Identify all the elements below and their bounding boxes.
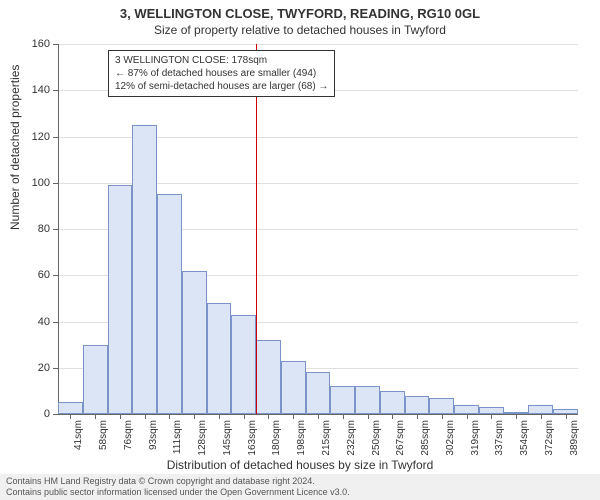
x-tick-mark bbox=[541, 414, 542, 419]
x-tick-mark bbox=[70, 414, 71, 419]
histogram-bar bbox=[355, 386, 380, 414]
histogram-bar bbox=[182, 271, 207, 414]
histogram-bar bbox=[330, 386, 355, 414]
x-tick-mark bbox=[566, 414, 567, 419]
histogram-bar bbox=[132, 125, 157, 414]
property-marker-line bbox=[256, 44, 257, 414]
plot-area: 41sqm58sqm76sqm93sqm111sqm128sqm145sqm16… bbox=[58, 44, 578, 414]
x-tick-mark bbox=[169, 414, 170, 419]
histogram-bar bbox=[58, 402, 83, 414]
histogram-bar bbox=[306, 372, 331, 414]
x-tick-mark bbox=[120, 414, 121, 419]
x-tick-mark bbox=[145, 414, 146, 419]
callout-line: 3 WELLINGTON CLOSE: 178sqm bbox=[115, 54, 328, 67]
x-tick-mark bbox=[219, 414, 220, 419]
x-tick-mark bbox=[392, 414, 393, 419]
x-tick-mark bbox=[491, 414, 492, 419]
histogram-bar bbox=[528, 405, 553, 414]
chart-title: 3, WELLINGTON CLOSE, TWYFORD, READING, R… bbox=[0, 0, 600, 21]
y-tick-label: 80 bbox=[0, 223, 50, 235]
property-callout: 3 WELLINGTON CLOSE: 178sqm← 87% of detac… bbox=[108, 50, 335, 97]
x-tick-mark bbox=[442, 414, 443, 419]
histogram-bar bbox=[231, 315, 256, 414]
histogram-bar bbox=[405, 396, 430, 415]
x-tick-mark bbox=[467, 414, 468, 419]
histogram-bar bbox=[157, 194, 182, 414]
histogram-bar bbox=[207, 303, 232, 414]
histogram-bar bbox=[380, 391, 405, 414]
y-tick-label: 140 bbox=[0, 84, 50, 96]
callout-line: ← 87% of detached houses are smaller (49… bbox=[115, 67, 328, 80]
chart-container: 3, WELLINGTON CLOSE, TWYFORD, READING, R… bbox=[0, 0, 600, 500]
x-tick-mark bbox=[343, 414, 344, 419]
histogram-bar bbox=[256, 340, 281, 414]
y-tick-label: 60 bbox=[0, 269, 50, 281]
histogram-bar bbox=[83, 345, 108, 414]
histogram-bar bbox=[479, 407, 504, 414]
chart-subtitle: Size of property relative to detached ho… bbox=[0, 21, 600, 41]
y-tick-label: 160 bbox=[0, 38, 50, 50]
x-tick-mark bbox=[95, 414, 96, 419]
y-tick-label: 100 bbox=[0, 177, 50, 189]
footer-attribution: Contains HM Land Registry data © Crown c… bbox=[0, 474, 600, 500]
footer-line-1: Contains HM Land Registry data © Crown c… bbox=[6, 476, 594, 487]
footer-line-2: Contains public sector information licen… bbox=[6, 487, 594, 498]
y-tick-label: 120 bbox=[0, 131, 50, 143]
y-tick-label: 40 bbox=[0, 316, 50, 328]
x-tick-mark bbox=[516, 414, 517, 419]
x-tick-mark bbox=[194, 414, 195, 419]
callout-line: 12% of semi-detached houses are larger (… bbox=[115, 80, 328, 93]
x-axis-title: Distribution of detached houses by size … bbox=[0, 458, 600, 472]
histogram-bar bbox=[429, 398, 454, 414]
gridline bbox=[58, 44, 578, 45]
x-tick-mark bbox=[293, 414, 294, 419]
x-tick-mark bbox=[318, 414, 319, 419]
x-tick-mark bbox=[417, 414, 418, 419]
y-tick-label: 0 bbox=[0, 408, 50, 420]
histogram-bar bbox=[281, 361, 306, 414]
histogram-bar bbox=[454, 405, 479, 414]
y-tick-label: 20 bbox=[0, 362, 50, 374]
histogram-bar bbox=[108, 185, 133, 414]
x-tick-mark bbox=[268, 414, 269, 419]
y-axis-line bbox=[58, 44, 59, 414]
x-tick-mark bbox=[244, 414, 245, 419]
x-tick-mark bbox=[368, 414, 369, 419]
